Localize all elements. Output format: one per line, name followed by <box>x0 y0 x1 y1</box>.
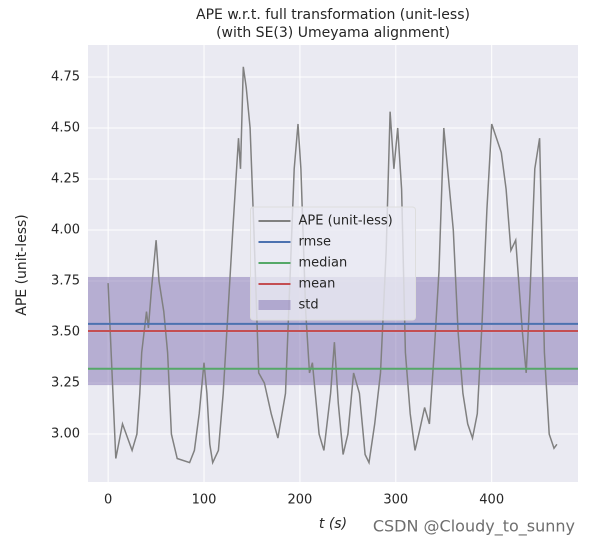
legend-box <box>250 206 416 321</box>
y-axis-label: APE (unit-less) <box>14 214 30 316</box>
legend-label: median <box>299 256 348 271</box>
x-tick-label: 400 <box>479 493 504 508</box>
y-tick-label: 4.50 <box>51 121 80 136</box>
y-tick-label: 3.50 <box>51 325 80 340</box>
legend-label: std <box>299 298 319 313</box>
y-tick-label: 4.75 <box>51 70 80 85</box>
ape-line <box>107 66 558 466</box>
y-tick-label: 3.25 <box>51 376 80 391</box>
x-tick-label: 100 <box>192 493 217 508</box>
y-tick-label: 4.00 <box>51 223 80 238</box>
legend-label: rmse <box>299 235 332 250</box>
chart-title: APE w.r.t. full transformation (unit-les… <box>196 7 470 23</box>
y-tick-label: 3.75 <box>51 274 80 289</box>
x-tick-label: 300 <box>383 493 408 508</box>
x-tick-label: 200 <box>288 493 313 508</box>
x-tick-label: 0 <box>104 493 112 508</box>
y-tick-label: 4.25 <box>51 172 80 187</box>
legend-swatch <box>258 300 291 310</box>
x-axis-label: t (s) <box>319 516 347 532</box>
legend-label: APE (unit-less) <box>299 214 393 229</box>
y-tick-label: 3.00 <box>51 427 80 442</box>
watermark: CSDN @Cloudy_to_sunny <box>373 517 575 537</box>
legend-label: mean <box>299 277 336 292</box>
chart-subtitle: (with SE(3) Umeyama alignment) <box>216 25 450 41</box>
